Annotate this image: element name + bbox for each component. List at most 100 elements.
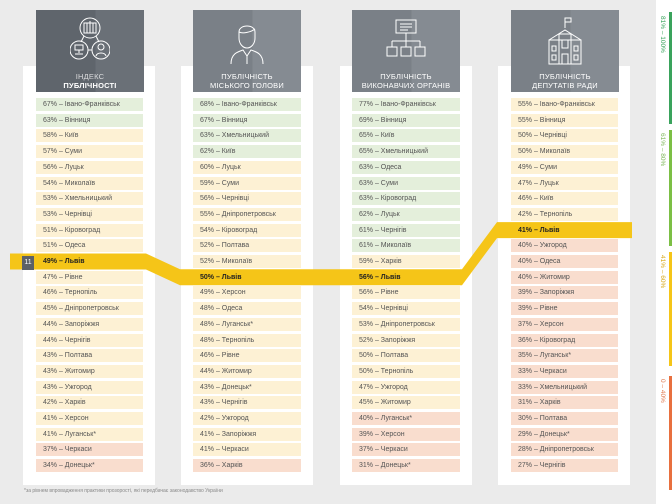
city-row: 33% – Хмельницький (511, 380, 618, 394)
city-row: 45% – Житомир (352, 396, 460, 410)
city-row: 46% – Рівне (193, 349, 301, 363)
city-row: 41% – Херсон (36, 412, 143, 425)
color-legend: 81% – 100% 61% – 80% 41% – 60% 0 – 40% (656, 0, 672, 504)
city-row: 54% – Миколаїв (36, 176, 143, 190)
city-row: 56% – Луцьк (36, 160, 143, 174)
city-row: 42% – Тернопіль (511, 207, 618, 221)
city-row: 69% – Вінниця (352, 113, 460, 127)
city-row: 51% – Одеса (36, 239, 143, 253)
city-row: 43% – Донецьк* (193, 380, 301, 394)
column-header: ПУБЛІЧНІСТЬ ДЕПУТАТІВ РАДИ (511, 10, 619, 92)
city-row: 46% – Тернопіль (36, 286, 143, 300)
city-row: 53% – Дніпропетровськ (352, 317, 460, 331)
column-header: ПУБЛІЧНІСТЬ ВИКОНАВЧИХ ОРГАНІВ (352, 10, 460, 92)
column-title: ПУБЛІЧНІСТЬ ВИКОНАВЧИХ ОРГАНІВ (352, 72, 460, 90)
city-row: 51% – Кіровоград (36, 223, 143, 237)
column-title-line: ДЕПУТАТІВ РАДИ (532, 81, 598, 90)
legend-bar-0-40 (669, 376, 672, 490)
legend-bar-61-80 (669, 130, 672, 246)
column-title-line: ВИКОНАВЧИХ ОРГАНІВ (361, 81, 451, 90)
highlight-band-shape (10, 222, 632, 286)
city-row: 44% – Чернігів (36, 333, 143, 347)
city-row: 63% – Суми (352, 176, 460, 190)
city-row: 39% – Запоріжжя (511, 286, 618, 300)
city-row: 44% – Житомир (193, 364, 301, 378)
column-title-line: ПУБЛІЧНІСТЬ (221, 72, 273, 81)
city-row: 40% – Ужгород (511, 239, 618, 253)
city-row: 35% – Луганськ* (511, 349, 618, 363)
column-title: ПУБЛІЧНІСТЬ МІСЬКОГО ГОЛОВИ (193, 72, 301, 90)
city-row: 36% – Кіровоград (511, 333, 618, 347)
city-row: 65% – Хмельницький (352, 145, 460, 159)
city-row: 47% – Рівне (36, 270, 143, 284)
city-row: 63% – Вінниця (36, 113, 143, 127)
city-row: 67% – Івано-Франківськ (36, 98, 143, 111)
city-row: 39% – Херсон (352, 427, 460, 441)
city-row: 59% – Суми (193, 176, 301, 190)
city-row: 28% – Дніпропетровськ (511, 443, 618, 457)
city-row: 29% – Донецьк* (511, 427, 618, 441)
city-row: 48% – Одеса (193, 302, 301, 316)
city-row: 48% – Тернопіль (193, 333, 301, 347)
city-row: 60% – Луцьк (193, 160, 301, 174)
city-row: 50% – Миколаїв (511, 145, 618, 159)
city-row: 34% – Донецьк* (36, 459, 143, 473)
city-row: 47% – Луцьк (511, 176, 618, 190)
city-row: 52% – Миколаїв (193, 255, 301, 268)
city-row: 62% – Київ (193, 145, 301, 159)
column-title-line: МІСЬКОГО ГОЛОВИ (210, 81, 284, 90)
city-row: 49% – Херсон (193, 286, 301, 300)
column-title: ПУБЛІЧНІСТЬ ДЕПУТАТІВ РАДИ (511, 72, 619, 90)
city-row: 53% – Чернівці (36, 207, 143, 221)
legend-label: 0 – 40% (659, 379, 666, 403)
city-row: 37% – Херсон (511, 317, 618, 331)
city-row: 54% – Чернівці (352, 302, 460, 316)
city-row: 50% – Тернопіль (352, 364, 460, 378)
city-row: 59% – Харків (352, 255, 460, 268)
column-title: ІНДЕКС ПУБЛІЧНОСТІ (36, 72, 144, 90)
column-title-line: ПУБЛІЧНОСТІ (63, 81, 117, 90)
city-row: 52% – Полтава (193, 239, 301, 253)
city-row: 56% – Рівне (352, 286, 460, 300)
city-row: 67% – Вінниця (193, 113, 301, 127)
city-row: 43% – Житомир (36, 364, 143, 378)
city-row: 43% – Ужгород (36, 380, 143, 394)
highlighted-city-row: 41% – Львів (518, 226, 560, 234)
city-row: 37% – Черкаси (352, 443, 460, 457)
city-row: 55% – Дніпропетровськ (193, 207, 301, 221)
legend-bar-81-100 (669, 12, 672, 124)
city-row: 47% – Ужгород (352, 380, 460, 394)
legend-label: 81% – 100% (659, 16, 666, 53)
column-title-line: ІНДЕКС (75, 72, 105, 81)
city-row: 44% – Запоріжжя (36, 317, 143, 331)
legend-label: 41% – 60% (659, 255, 666, 289)
city-row: 56% – Чернівці (193, 192, 301, 206)
city-row: 33% – Черкаси (511, 364, 618, 378)
city-row: 55% – Вінниця (511, 113, 618, 127)
column-title-line: ПУБЛІЧНІСТЬ (380, 72, 432, 81)
legend-bar-41-60 (669, 252, 672, 366)
city-row: 41% – Запоріжжя (193, 427, 301, 441)
city-row: 50% – Полтава (352, 349, 460, 363)
city-row: 61% – Миколаїв (352, 239, 460, 253)
city-row: 55% – Івано-Франківськ (511, 98, 618, 111)
city-row: 43% – Чернігів (193, 396, 301, 410)
city-row: 41% – Луганськ* (36, 427, 143, 441)
city-row: 50% – Чернівці (511, 129, 618, 143)
highlighted-city-row: 50% – Львів (200, 273, 242, 281)
column-header: ІНДЕКС ПУБЛІЧНОСТІ (36, 10, 144, 92)
city-row: 45% – Дніпропетровськ (36, 302, 143, 316)
city-row: 77% – Івано-Франківськ (352, 98, 460, 111)
city-row: 63% – Кіровоград (352, 192, 460, 206)
city-row: 31% – Донецьк* (352, 459, 460, 473)
city-row: 27% – Чернігів (511, 459, 618, 473)
city-row: 42% – Ужгород (193, 412, 301, 425)
city-row: 53% – Хмельницький (36, 192, 143, 206)
city-row: 54% – Кіровоград (193, 223, 301, 237)
footnote: *за рівнем впровадження практики прозоро… (24, 488, 223, 494)
city-row: 31% – Харків (511, 396, 618, 410)
city-row: 30% – Полтава (511, 412, 618, 425)
city-row: 57% – Суми (36, 145, 143, 159)
column-header: ПУБЛІЧНІСТЬ МІСЬКОГО ГОЛОВИ (193, 10, 301, 92)
